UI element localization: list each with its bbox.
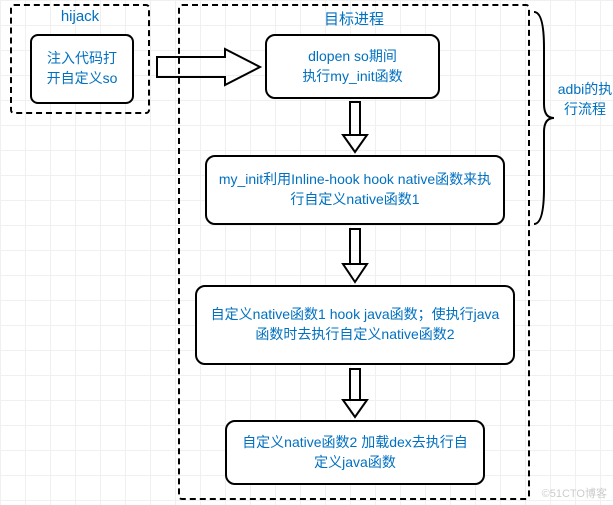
step3-box: 自定义native函数1 hook java函数；使执行java函数时去执行自定… <box>195 285 515 365</box>
hijack-title: hijack <box>12 8 148 25</box>
hijack-box-text: 注入代码打开自定义so <box>42 49 122 88</box>
side-label: adbi的执行流程 <box>555 80 613 119</box>
step4-box: 自定义native函数2 加载dex去执行自定义java函数 <box>225 420 485 485</box>
watermark: ©51CTO博客 <box>542 485 607 501</box>
step3-text: 自定义native函数1 hook java函数；使执行java函数时去执行自定… <box>207 305 503 344</box>
brace-right <box>530 8 558 228</box>
hijack-panel: hijack 注入代码打开自定义so <box>10 4 150 114</box>
target-title: 目标进程 <box>180 8 528 29</box>
step4-text: 自定义native函数2 加载dex去执行自定义java函数 <box>237 433 473 472</box>
step1-text: dlopen so期间 执行my_init函数 <box>302 47 402 86</box>
step2-text: my_init利用Inline-hook hook native函数来执行自定义… <box>217 170 493 209</box>
step2-box: my_init利用Inline-hook hook native函数来执行自定义… <box>205 155 505 225</box>
hijack-box: 注入代码打开自定义so <box>30 34 134 104</box>
step1-box: dlopen so期间 执行my_init函数 <box>265 34 440 99</box>
